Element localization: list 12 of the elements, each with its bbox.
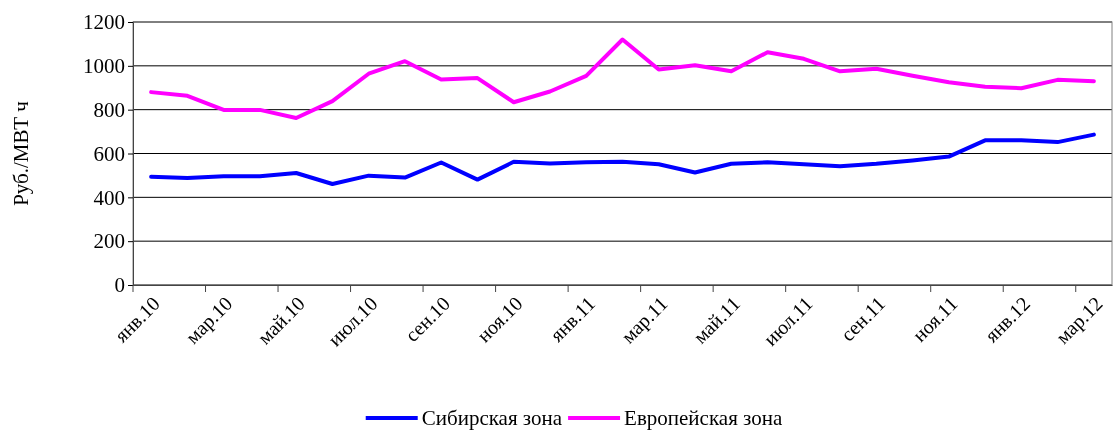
legend-label: Сибирская зона [421,406,563,430]
y-tick-label: 1000 [83,54,125,79]
line-series [149,37,1096,120]
y-tick-label: 0 [114,273,125,298]
y-tick-label: 800 [93,97,125,122]
y-tick-label: 600 [93,141,125,166]
line-series [149,132,1096,186]
y-tick-label: 1200 [83,10,125,35]
y-tick-label: 400 [93,185,125,210]
y-tick-label: 200 [93,229,125,254]
y-axis-title: Руб./МВТ ч [9,100,33,206]
legend-label: Европейская зона [624,406,783,430]
